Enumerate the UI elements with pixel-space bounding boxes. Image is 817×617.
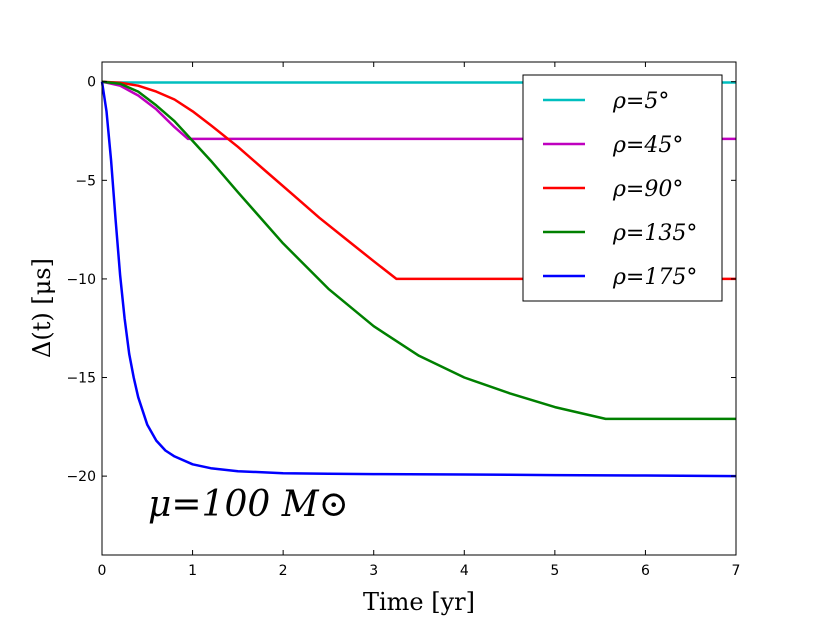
y-axis-ticks: 0 −5 −10 −15 −20 bbox=[66, 75, 736, 485]
x-tick-label: 0 bbox=[98, 563, 107, 579]
legend-label-3: ρ=135° bbox=[612, 221, 697, 246]
y-tick-label: −5 bbox=[75, 173, 96, 189]
x-axis-label: Time [yr] bbox=[363, 588, 475, 616]
y-axis-label: Δ(t) [μs] bbox=[28, 258, 56, 358]
x-axis-ticks: 0 1 2 3 4 5 6 7 bbox=[98, 62, 741, 579]
x-tick-label: 5 bbox=[550, 563, 559, 579]
y-tick-label: −20 bbox=[66, 469, 96, 485]
y-tick-label: −10 bbox=[66, 272, 96, 288]
x-tick-label: 6 bbox=[641, 563, 650, 579]
legend-label-1: ρ=45° bbox=[612, 133, 683, 158]
series-line-3 bbox=[101, 80, 736, 421]
legend: ρ=5° ρ=45° ρ=90° ρ=135° ρ=175° bbox=[522, 74, 723, 302]
plot-frame bbox=[101, 61, 737, 556]
legend-label-0: ρ=5° bbox=[612, 89, 669, 114]
series-line-1 bbox=[101, 80, 736, 141]
x-tick-label: 1 bbox=[188, 563, 197, 579]
y-tick-label: 0 bbox=[87, 75, 96, 91]
series-line-2 bbox=[101, 80, 736, 281]
x-tick-label: 3 bbox=[369, 563, 378, 579]
x-tick-label: 4 bbox=[460, 563, 469, 579]
annotation-mass: μ=100 M⊙ bbox=[148, 484, 349, 525]
legend-label-2: ρ=90° bbox=[612, 177, 683, 202]
x-tick-label: 2 bbox=[279, 563, 288, 579]
legend-label-4: ρ=175° bbox=[612, 265, 697, 290]
series-line-4 bbox=[100, 81, 737, 478]
y-tick-label: −15 bbox=[66, 371, 96, 387]
x-tick-label: 7 bbox=[732, 563, 741, 579]
